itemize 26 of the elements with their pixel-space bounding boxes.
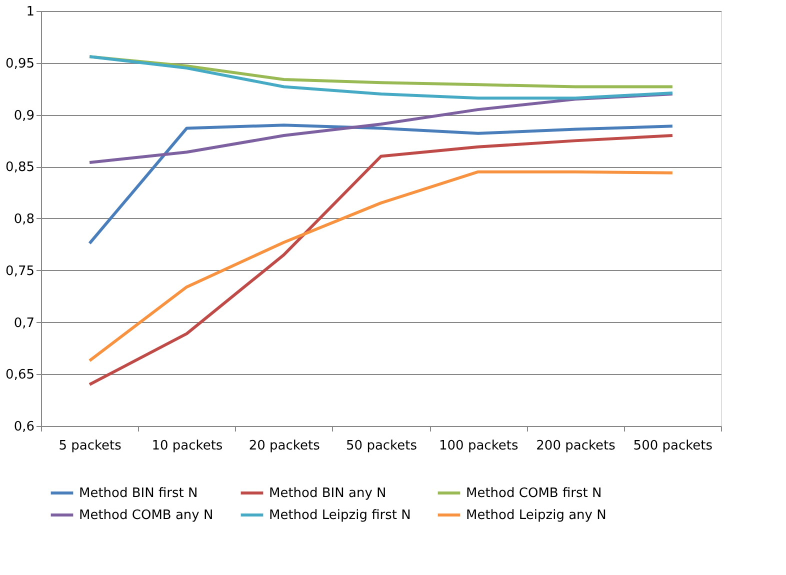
y-tick-label: 0,85 [6,160,34,176]
legend-label: Method COMB any N [79,508,214,523]
x-tick-label: 100 packets [439,438,518,454]
legend-label: Method Leipzig first N [269,508,411,523]
x-tick-label: 200 packets [536,438,616,454]
y-tick-label: 0,6 [14,420,34,434]
line-series [88,170,674,362]
x-tick-label: 10 packets [152,438,223,454]
legend-label: Method Leipzig any N [466,508,606,523]
legend-label: Method BIN any N [269,486,386,501]
x-tick-label: 5 packets [58,438,122,454]
y-tick-label: 0,65 [6,368,34,383]
legend-label: Method BIN first N [79,486,198,501]
y-tick-label: 1 [26,4,34,20]
x-tick-label: 20 packets [248,438,320,454]
legend-label: Method COMB first N [466,486,602,501]
line-series [88,124,674,245]
y-tick-label: 0,95 [6,56,34,72]
y-tick-label: 0,75 [6,264,34,279]
line-series [88,55,674,100]
line-series [88,134,674,386]
y-tick-label: 0,9 [14,108,34,124]
x-tick-label: 50 packets [346,438,418,454]
y-tick-label: 0,7 [14,316,34,331]
y-tick-label: 0,8 [14,212,34,227]
x-tick-label: 500 packets [633,438,713,454]
